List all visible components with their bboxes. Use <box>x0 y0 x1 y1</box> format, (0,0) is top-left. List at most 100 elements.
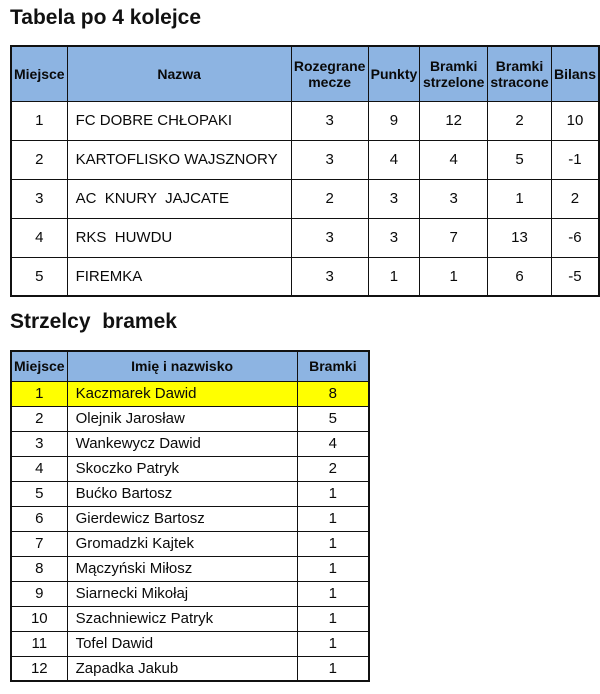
league-header-stracone: Bramki stracone <box>487 45 552 102</box>
league-cell-miejsce: 2 <box>10 139 68 180</box>
league-header-strzelone: Bramki strzelone <box>419 45 489 102</box>
league-cell-strzelone: 12 <box>419 100 489 141</box>
league-table-header: Miejsce Nazwa Rozegrane mecze Punkty Bra… <box>10 45 600 102</box>
league-cell-strzelone: 3 <box>419 178 489 219</box>
scorer-cell-bramki: 1 <box>296 605 370 632</box>
scorer-row: 10 Szachniewicz Patryk 1 <box>10 605 370 632</box>
league-cell-bilans: 2 <box>550 178 600 219</box>
league-cell-bilans: -5 <box>550 256 600 297</box>
scorer-cell-imie: Olejnik Jarosław <box>66 405 298 432</box>
league-cell-punkty: 3 <box>367 178 421 219</box>
scorer-cell-bramki: 1 <box>296 480 370 507</box>
league-cell-nazwa: RKS HUWDU <box>66 217 292 258</box>
league-header-miejsce: Miejsce <box>10 45 68 102</box>
scorers-header-row: Miejsce Imię i nazwisko Bramki <box>10 350 370 382</box>
scorer-cell-miejsce: 9 <box>10 580 68 607</box>
scorer-cell-miejsce: 11 <box>10 630 68 657</box>
scorer-cell-miejsce: 12 <box>10 655 68 682</box>
scorer-cell-bramki: 4 <box>296 430 370 457</box>
league-cell-miejsce: 5 <box>10 256 68 297</box>
league-cell-nazwa: FC DOBRE CHŁOPAKI <box>66 100 292 141</box>
league-row: 1 FC DOBRE CHŁOPAKI 3 9 12 2 10 <box>10 100 600 141</box>
scorer-row: 7 Gromadzki Kajtek 1 <box>10 530 370 557</box>
scorer-row: 6 Gierdewicz Bartosz 1 <box>10 505 370 532</box>
scorer-cell-imie: Mączyński Miłosz <box>66 555 298 582</box>
scorer-cell-imie: Gromadzki Kajtek <box>66 530 298 557</box>
scorers-header-miejsce: Miejsce <box>10 350 68 382</box>
league-cell-stracone: 13 <box>487 217 552 258</box>
scorer-row: 11 Tofel Dawid 1 <box>10 630 370 657</box>
scorers-table-header: Miejsce Imię i nazwisko Bramki <box>10 350 370 382</box>
league-cell-bilans: 10 <box>550 100 600 141</box>
league-cell-mecze: 2 <box>290 178 369 219</box>
league-header-punkty: Punkty <box>367 45 421 102</box>
league-cell-miejsce: 3 <box>10 178 68 219</box>
scorer-cell-bramki: 5 <box>296 405 370 432</box>
scorer-cell-imie: Skoczko Patryk <box>66 455 298 482</box>
league-cell-punkty: 9 <box>367 100 421 141</box>
league-header-mecze: Rozegrane mecze <box>290 45 369 102</box>
scorer-row: 2 Olejnik Jarosław 5 <box>10 405 370 432</box>
scorer-cell-imie: Zapadka Jakub <box>66 655 298 682</box>
league-table-title: Tabela po 4 kolejce <box>10 6 202 29</box>
scorer-cell-imie: Tofel Dawid <box>66 630 298 657</box>
league-cell-punkty: 3 <box>367 217 421 258</box>
league-cell-nazwa: KARTOFLISKO WAJSZNORY <box>66 139 292 180</box>
scorer-cell-bramki: 1 <box>296 505 370 532</box>
league-cell-strzelone: 7 <box>419 217 489 258</box>
scorer-cell-miejsce: 8 <box>10 555 68 582</box>
league-cell-miejsce: 1 <box>10 100 68 141</box>
scorers-table: Miejsce Imię i nazwisko Bramki 1 Kaczmar… <box>10 350 371 682</box>
league-cell-mecze: 3 <box>290 100 369 141</box>
league-row: 2 KARTOFLISKO WAJSZNORY 3 4 4 5 -1 <box>10 139 600 180</box>
league-cell-stracone: 2 <box>487 100 552 141</box>
league-header-bilans: Bilans <box>550 45 600 102</box>
league-cell-mecze: 3 <box>290 217 369 258</box>
league-table: Miejsce Nazwa Rozegrane mecze Punkty Bra… <box>10 45 600 297</box>
league-header-nazwa: Nazwa <box>66 45 292 102</box>
league-cell-strzelone: 4 <box>419 139 489 180</box>
scorer-cell-bramki: 1 <box>296 580 370 607</box>
scorer-row: 12 Zapadka Jakub 1 <box>10 655 370 682</box>
scorer-cell-miejsce: 3 <box>10 430 68 457</box>
scorer-cell-bramki: 8 <box>296 380 370 407</box>
league-cell-stracone: 1 <box>487 178 552 219</box>
league-cell-miejsce: 4 <box>10 217 68 258</box>
league-cell-stracone: 5 <box>487 139 552 180</box>
scorer-cell-imie: Wankewycz Dawid <box>66 430 298 457</box>
scorer-row-highlighted: 1 Kaczmarek Dawid 8 <box>10 380 370 407</box>
league-cell-punkty: 4 <box>367 139 421 180</box>
scorer-cell-miejsce: 1 <box>10 380 68 407</box>
scorers-header-bramki: Bramki <box>296 350 370 382</box>
scorer-cell-bramki: 1 <box>296 530 370 557</box>
league-row: 3 AC KNURY JAJCATE 2 3 3 1 2 <box>10 178 600 219</box>
league-cell-bilans: -1 <box>550 139 600 180</box>
league-row: 4 RKS HUWDU 3 3 7 13 -6 <box>10 217 600 258</box>
scorer-cell-miejsce: 4 <box>10 455 68 482</box>
league-cell-strzelone: 1 <box>419 256 489 297</box>
league-header-row: Miejsce Nazwa Rozegrane mecze Punkty Bra… <box>10 45 600 102</box>
scorer-row: 3 Wankewycz Dawid 4 <box>10 430 370 457</box>
scorer-cell-bramki: 2 <box>296 455 370 482</box>
scorer-cell-bramki: 1 <box>296 555 370 582</box>
league-row: 5 FIREMKA 3 1 1 6 -5 <box>10 256 600 297</box>
scorer-cell-miejsce: 7 <box>10 530 68 557</box>
scorers-table-title: Strzelcy bramek <box>10 310 177 333</box>
scorer-cell-bramki: 1 <box>296 630 370 657</box>
scorers-header-imie: Imię i nazwisko <box>66 350 298 382</box>
scorer-row: 5 Bućko Bartosz 1 <box>10 480 370 507</box>
league-cell-stracone: 6 <box>487 256 552 297</box>
scorer-row: 9 Siarnecki Mikołaj 1 <box>10 580 370 607</box>
scorer-cell-miejsce: 5 <box>10 480 68 507</box>
league-cell-mecze: 3 <box>290 139 369 180</box>
scorer-cell-bramki: 1 <box>296 655 370 682</box>
scorer-cell-miejsce: 6 <box>10 505 68 532</box>
scorer-cell-imie: Kaczmarek Dawid <box>66 380 298 407</box>
league-cell-punkty: 1 <box>367 256 421 297</box>
league-cell-nazwa: AC KNURY JAJCATE <box>66 178 292 219</box>
league-cell-bilans: -6 <box>550 217 600 258</box>
scorer-cell-imie: Gierdewicz Bartosz <box>66 505 298 532</box>
scorer-cell-miejsce: 10 <box>10 605 68 632</box>
league-cell-mecze: 3 <box>290 256 369 297</box>
scorer-cell-imie: Szachniewicz Patryk <box>66 605 298 632</box>
